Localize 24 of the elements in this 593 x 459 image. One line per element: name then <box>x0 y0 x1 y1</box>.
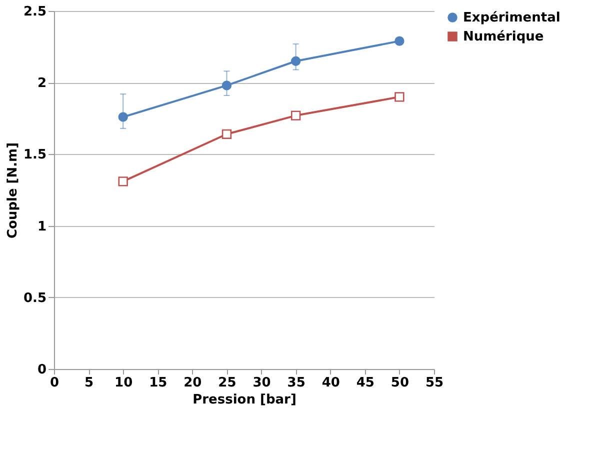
y-tick-label: 2.5 <box>23 4 46 20</box>
y-tick-label: 0 <box>37 362 46 378</box>
x-tick-label: 20 <box>184 376 202 390</box>
x-tick-label: 30 <box>252 376 271 390</box>
x-tick-label: 55 <box>425 376 444 390</box>
x-tick-label: 40 <box>322 376 340 390</box>
x-tick-label: 35 <box>287 376 306 390</box>
y-tick-label: 2 <box>37 76 46 92</box>
x-tick-label: 10 <box>114 376 133 390</box>
x-tick-label: 5 <box>84 376 94 390</box>
x-tick-label: 50 <box>390 376 409 390</box>
x-tick-label: 15 <box>149 376 168 390</box>
y-tick-label: 0.5 <box>23 290 46 306</box>
legend-label: Expérimental <box>463 10 560 26</box>
y-tick-label: 1 <box>37 219 46 234</box>
x-axis-title: Pression [bar] <box>192 392 296 408</box>
y-tick-label: 1.5 <box>23 148 46 163</box>
legend-label: Numérique <box>463 30 544 44</box>
x-tick-label: 25 <box>218 376 236 390</box>
point <box>290 56 301 66</box>
point <box>222 80 232 90</box>
y-axis-title: Couple [N.m] <box>5 142 20 239</box>
x-tick-label: 45 <box>356 376 374 390</box>
x-tick-label: 0 <box>50 376 60 390</box>
